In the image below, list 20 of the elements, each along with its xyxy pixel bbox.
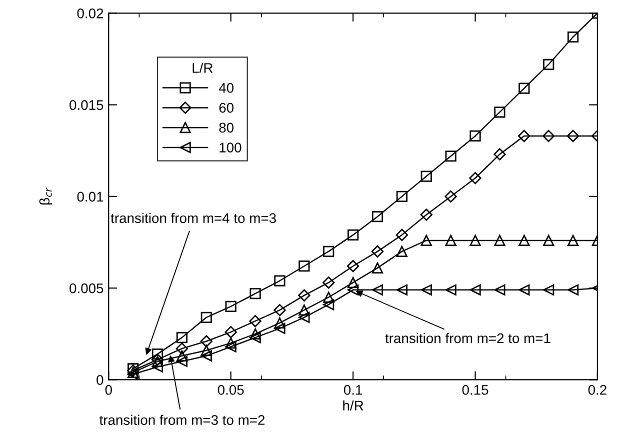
x-axis-title: h/R <box>343 400 364 411</box>
y-tick-label: 0 <box>96 375 104 385</box>
y-tick-label: 0.01 <box>77 192 104 202</box>
y-tick-label: 0.02 <box>77 8 104 18</box>
annotation: transition from m=3 to m=2 <box>99 414 265 425</box>
legend-label: 60 <box>219 102 234 113</box>
x-tick-label: 0.2 <box>588 384 606 395</box>
annotation: transition from m=4 to m=3 <box>110 212 276 224</box>
x-tick-label: 0.1 <box>344 384 362 395</box>
legend-label: 40 <box>218 82 234 93</box>
legend-label: 80 <box>219 122 234 133</box>
legend-label: 100 <box>220 142 242 152</box>
x-tick-label: 0 <box>105 384 112 395</box>
y-tick-label: 0.005 <box>70 283 104 294</box>
y-axis-title: β$_{cr}$ <box>39 187 52 204</box>
legend-title: L/R <box>192 62 213 73</box>
y-tick-label: 0.015 <box>70 100 104 110</box>
x-tick-label: 0.05 <box>218 384 244 395</box>
x-tick-label: 0.15 <box>462 384 488 395</box>
annotation: transition from m=2 to m=1 <box>385 332 550 344</box>
